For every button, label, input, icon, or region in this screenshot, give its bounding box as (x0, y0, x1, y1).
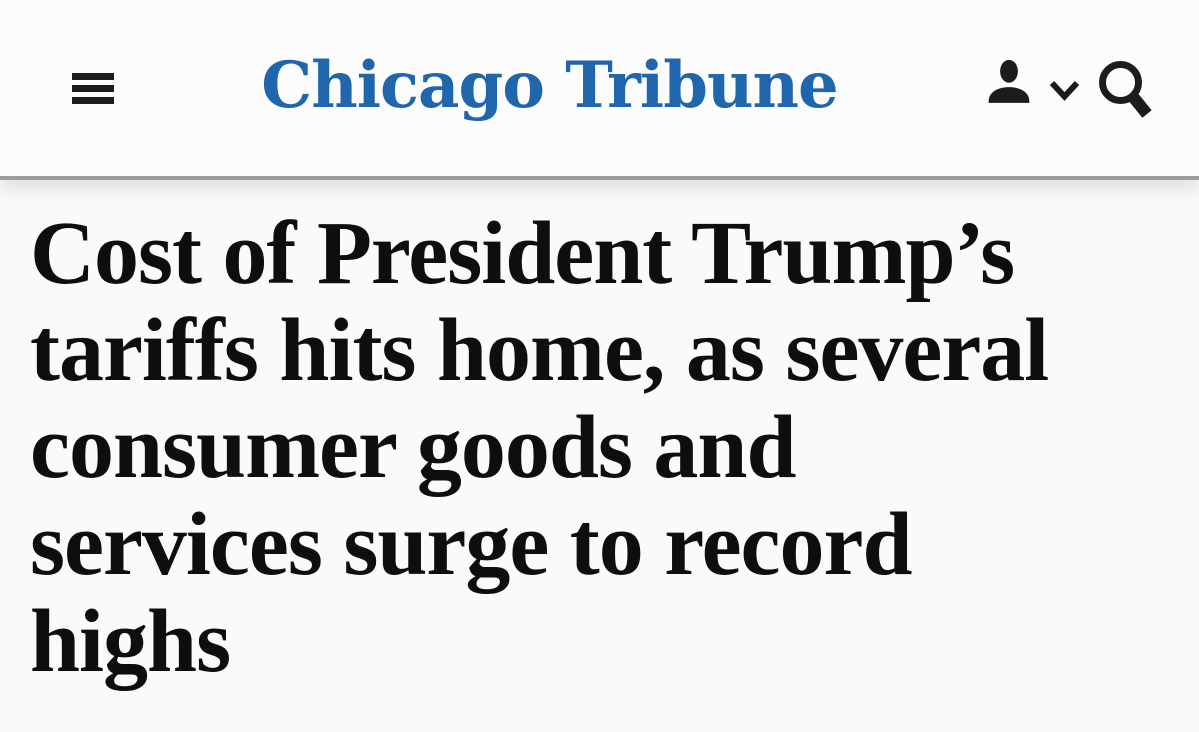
person-icon (988, 59, 1030, 103)
headline-line: consumer goods and (30, 398, 797, 497)
menu-button[interactable] (70, 62, 116, 115)
header-actions (983, 56, 1154, 121)
search-icon (1099, 60, 1152, 118)
headline-line: services surge to record (30, 495, 913, 594)
search-button[interactable] (1096, 58, 1154, 121)
hamburger-icon (72, 72, 114, 104)
site-header: Chicago Tribune (0, 0, 1199, 180)
account-button[interactable] (983, 59, 1081, 109)
headline-line: highs (30, 592, 231, 691)
masthead-logo[interactable]: Chicago Tribune (261, 47, 838, 123)
article-headline: Cost of President Trump’s tariffs hits h… (30, 205, 1169, 690)
headline-line: tariffs hits home, as several (30, 301, 1049, 400)
masthead: Chicago Tribune (116, 48, 983, 123)
headline-line: Cost of President Trump’s (30, 204, 1015, 303)
chevron-down-icon (1049, 80, 1080, 101)
article-main: Cost of President Trump’s tariffs hits h… (0, 180, 1199, 690)
